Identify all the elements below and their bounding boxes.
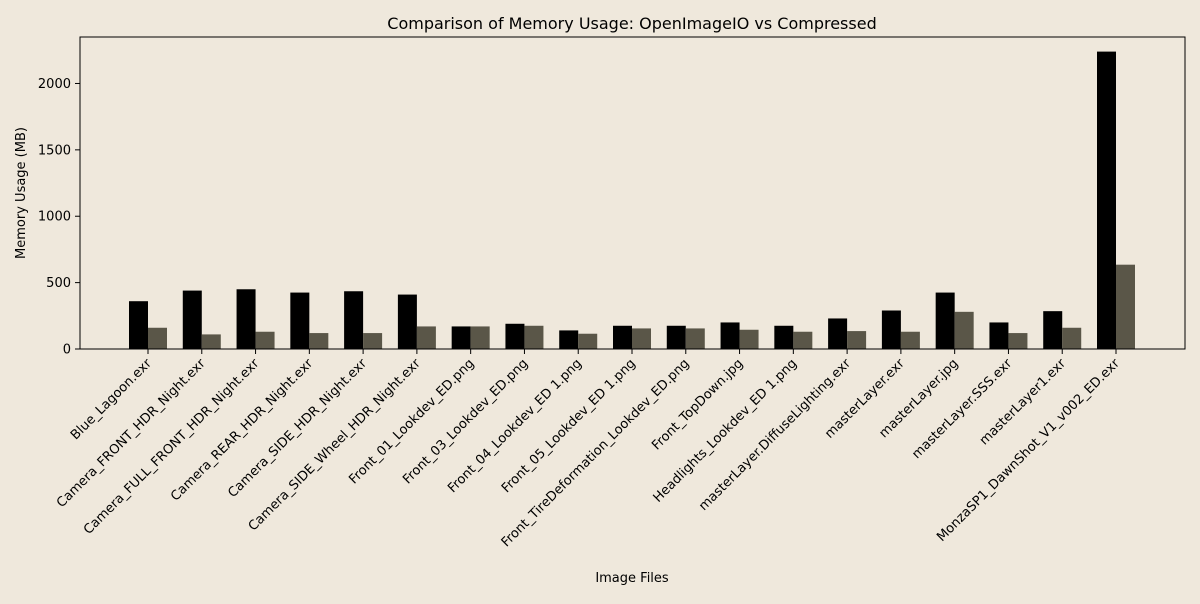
x-tick-label: MonzaSP1_DawnShot_V1_v002_ED.exr [934, 356, 1123, 545]
bar-series1-14 [828, 318, 848, 349]
bars-layer [129, 51, 1135, 349]
bar-series2-11 [685, 328, 705, 349]
chart-title: Comparison of Memory Usage: OpenImageIO … [387, 14, 876, 33]
bar-series1-18 [1043, 311, 1063, 349]
bar-series2-9 [578, 333, 598, 349]
bar-series1-16 [935, 292, 955, 349]
bar-series1-12 [720, 322, 740, 349]
bar-series2-5 [363, 333, 383, 349]
bar-series2-14 [847, 331, 867, 349]
x-tick-label: masterLayer.SSS.exr [909, 356, 1015, 462]
bar-series2-3 [255, 331, 275, 349]
bar-series2-6 [416, 326, 436, 349]
y-tick-label: 500 [46, 276, 71, 291]
bar-series1-7 [451, 326, 471, 349]
bar-series2-15 [900, 331, 920, 349]
bar-series2-18 [1062, 327, 1082, 349]
bar-series2-7 [470, 326, 490, 349]
bar-series1-1 [129, 301, 148, 349]
x-tick-label: Front_TireDeformation_Lookdev_ED.png [499, 356, 693, 550]
bar-series2-4 [309, 333, 329, 349]
bar-series2-2 [201, 334, 221, 349]
bar-series2-12 [739, 329, 759, 349]
y-axis: 0 500 1000 1500 2000 [38, 77, 80, 358]
bar-series1-15 [881, 310, 901, 349]
x-axis: Blue_Lagoon.exrCamera_FRONT_HDR_Night.ex… [54, 349, 1123, 550]
plot-frame [79, 36, 1186, 350]
y-axis-label: Memory Usage (MB) [14, 127, 29, 259]
bar-series1-2 [182, 290, 202, 349]
bar-series2-17 [1008, 333, 1028, 349]
bar-series2-1 [148, 327, 167, 349]
bar-series2-13 [793, 331, 813, 349]
bar-series2-8 [524, 325, 544, 349]
bar-series1-3 [236, 289, 256, 349]
y-tick-label: 0 [63, 343, 71, 358]
y-tick-label: 2000 [38, 77, 71, 92]
bar-series1-11 [666, 325, 686, 349]
y-tick-label: 1000 [38, 210, 71, 225]
bar-series2-16 [954, 311, 974, 349]
bar-series1-5 [344, 291, 364, 349]
bar-series1-6 [397, 294, 417, 349]
y-tick-label: 1500 [38, 143, 71, 158]
x-tick-label: Front_TopDown.jpg [649, 356, 746, 453]
x-axis-label: Image Files [595, 571, 669, 586]
bar-series1-8 [505, 323, 525, 349]
bar-series1-10 [613, 325, 632, 349]
bar-series1-9 [559, 330, 579, 349]
bar-series2-10 [632, 328, 651, 349]
bar-series1-19 [1097, 51, 1116, 349]
bar-series1-4 [290, 292, 310, 349]
bar-series1-13 [774, 325, 794, 349]
bar-series2-19 [1116, 264, 1135, 349]
bar-series1-17 [989, 322, 1009, 349]
